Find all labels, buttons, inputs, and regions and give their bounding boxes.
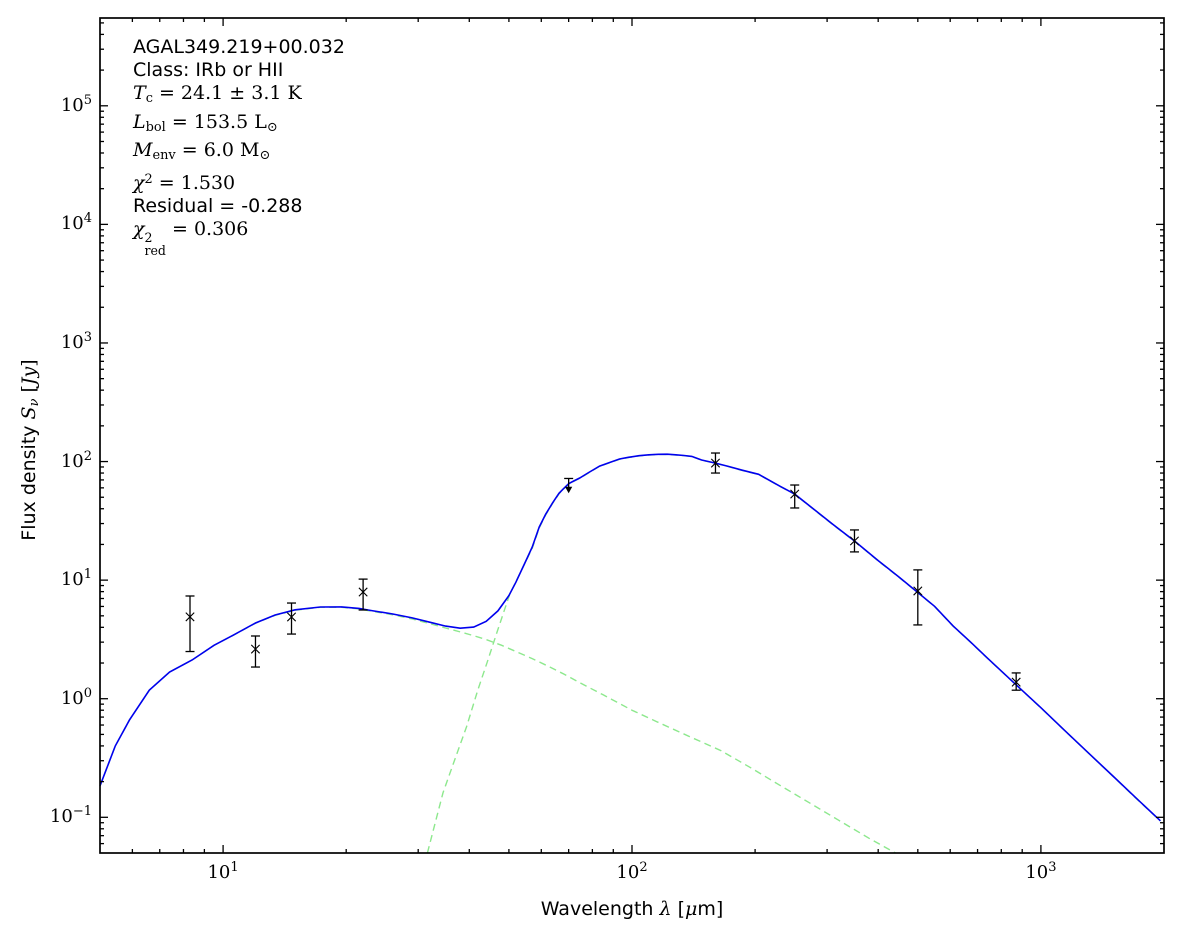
error-bar <box>185 595 195 653</box>
text-segment: bol <box>145 120 166 136</box>
text-segment: env <box>152 148 176 164</box>
annotation-line-2: Class: IRb or HII <box>133 59 345 82</box>
y-tick-label: 102 <box>60 448 92 472</box>
axis-ticks <box>100 18 1164 853</box>
x-tick-label: 102 <box>616 860 648 883</box>
error-bar <box>913 569 923 626</box>
text-segment: L <box>133 110 146 133</box>
annotation-line-4: Lbol = 153.5 L⊙ <box>133 111 345 139</box>
text-segment: μ <box>684 898 698 920</box>
y-tick-label: 103 <box>60 329 92 353</box>
y-tick-label: 10−1 <box>49 804 92 828</box>
y-tick-label: 100 <box>60 685 92 709</box>
text-segment: = 24.1 ± 3.1 K <box>152 82 302 105</box>
data-point-marker <box>358 587 368 597</box>
text-segment: ] <box>17 359 40 367</box>
text-segment: c <box>145 91 153 107</box>
y-tick-label: 101 <box>60 567 92 591</box>
y-tick-label: 105 <box>60 92 92 116</box>
text-segment: ⊙ <box>266 120 278 136</box>
annotation-line-6: χ2 = 1.530 <box>133 168 345 195</box>
text-segment: = 0.306 <box>165 217 249 240</box>
error-bar <box>358 578 368 611</box>
annotation-line-7: Residual = -0.288 <box>133 195 345 218</box>
data-point-marker <box>185 612 195 622</box>
text-segment: λ <box>659 898 672 920</box>
y-tick-label: 104 <box>60 211 92 235</box>
annotation-line-8: χ 2 red = 0.306 <box>133 218 345 257</box>
text-segment: T <box>133 82 146 105</box>
data-point-marker <box>849 536 860 546</box>
text-segment: [ <box>17 385 40 399</box>
text-segment: Class: IRb or HII <box>133 59 284 82</box>
text-segment: ⊙ <box>259 148 271 164</box>
error-bar <box>287 602 297 635</box>
annotation-line-5: Menv = 6.0 M⊙ <box>133 139 345 167</box>
upper-limit-arrowhead <box>565 486 573 494</box>
hot-component-curve <box>99 606 896 854</box>
text-segment: χ <box>133 217 145 240</box>
data-point-marker <box>286 612 297 622</box>
error-bar <box>790 484 800 509</box>
text-segment: m] <box>697 898 724 920</box>
x-tick-label: 101 <box>207 860 239 883</box>
text-segment: M <box>133 139 153 162</box>
text-segment: χ <box>133 171 145 194</box>
text-segment: Flux density <box>17 419 40 541</box>
text-segment: Jy <box>17 366 40 386</box>
text-segment: Wavelength <box>540 898 660 920</box>
stacked-script: 2 red <box>144 229 166 258</box>
error-bar <box>250 635 260 668</box>
text-segment: 2 <box>144 171 153 187</box>
annotation-line-1: AGAL349.219+00.032 <box>133 36 345 59</box>
data-point-marker <box>710 458 721 468</box>
text-segment: Residual = -0.288 <box>133 194 303 217</box>
annotation-line-3: Tc = 24.1 ± 3.1 K <box>133 82 345 110</box>
text-segment: = 1.530 <box>152 171 236 194</box>
fit-parameters-annotation: AGAL349.219+00.032 Class: IRb or HII Tc = … <box>133 36 345 257</box>
x-tick-label: 103 <box>1025 860 1057 883</box>
text-segment: = 6.0 M <box>175 139 260 162</box>
cold-component-curve <box>426 453 1161 854</box>
y-axis-title: Flux density Sν [Jy] <box>18 359 42 540</box>
data-point-marker <box>1011 677 1021 687</box>
total-model-curve <box>99 453 1161 822</box>
data-point-marker <box>913 586 923 596</box>
text-segment: S <box>17 406 40 420</box>
data-point-marker <box>790 489 800 499</box>
upper-limit-arrow <box>564 477 574 489</box>
text-segment: [ <box>671 898 685 920</box>
text-segment: AGAL349.219+00.032 <box>133 36 345 58</box>
text-segment: ν <box>27 398 43 407</box>
data-point-marker <box>250 644 261 654</box>
x-axis-title: Wavelength λ [μm] <box>541 898 724 920</box>
text-segment: = 153.5 L <box>165 110 267 133</box>
